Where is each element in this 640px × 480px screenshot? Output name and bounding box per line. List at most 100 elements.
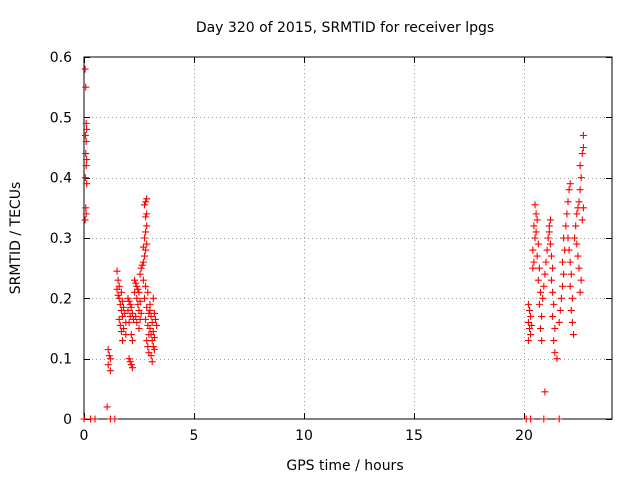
data-point (565, 246, 573, 254)
data-point (555, 415, 563, 423)
data-point (549, 288, 557, 296)
data-point (529, 264, 537, 272)
data-point (555, 318, 563, 326)
data-point (133, 318, 141, 326)
data-point (573, 210, 581, 218)
data-point (142, 198, 150, 206)
chart-title: Day 320 of 2015, SRMTID for receiver lpg… (196, 20, 494, 36)
data-point (144, 288, 152, 296)
data-point (143, 240, 151, 248)
x-tick-label: 5 (190, 428, 199, 444)
data-point (115, 315, 123, 323)
data-point (104, 346, 112, 354)
data-point (82, 162, 90, 170)
data-point (134, 300, 142, 308)
data-point (82, 137, 90, 145)
data-point (146, 325, 154, 332)
data-point (559, 258, 566, 266)
data-point (533, 252, 541, 260)
data-point (577, 174, 585, 182)
data-point (576, 186, 584, 194)
data-point (538, 312, 546, 320)
data-point (576, 162, 584, 170)
data-point (544, 234, 552, 242)
data-point (119, 337, 126, 345)
data-point (111, 415, 119, 423)
data-point (147, 312, 155, 320)
data-point (146, 306, 154, 314)
data-point (576, 288, 584, 296)
data-point (548, 276, 555, 284)
data-point (114, 291, 122, 299)
data-point (136, 270, 144, 278)
data-point (527, 312, 535, 320)
data-point (133, 294, 141, 302)
data-point (542, 258, 550, 266)
data-point (80, 415, 88, 423)
data-point (133, 282, 141, 290)
data-point (141, 201, 148, 209)
data-point (143, 222, 151, 230)
data-point (126, 300, 134, 308)
data-point (560, 270, 568, 278)
y-tick-label: 0.3 (50, 231, 72, 247)
data-point (147, 352, 155, 360)
data-point (91, 415, 99, 423)
data-point (578, 150, 586, 158)
data-point (575, 264, 583, 272)
data-point (142, 228, 150, 236)
data-point (82, 150, 90, 158)
axis-ticks (84, 57, 612, 420)
data-point (566, 180, 574, 188)
x-axis-tick-labels: 0 5 10 15 20 (80, 428, 533, 444)
y-tick-label: 0.4 (50, 171, 72, 187)
data-point (537, 288, 544, 296)
data-point (541, 270, 549, 278)
data-point (526, 325, 533, 332)
data-point (530, 222, 538, 230)
data-point (540, 415, 548, 423)
data-point (150, 346, 158, 354)
data-point (128, 364, 136, 372)
data-point (567, 306, 575, 314)
data-point (579, 131, 587, 139)
data-point (541, 388, 549, 396)
data-point (564, 198, 572, 206)
data-point (149, 294, 157, 302)
data-point (578, 216, 586, 224)
data-point (81, 65, 89, 73)
data-point (535, 264, 543, 272)
data-point (143, 210, 151, 218)
data-point (114, 276, 122, 284)
data-point (139, 258, 147, 266)
data-point (551, 325, 559, 332)
data-point (566, 258, 574, 266)
data-point (127, 303, 135, 311)
data-point (138, 261, 146, 269)
data-point (137, 309, 145, 317)
data-point (148, 318, 156, 326)
data-point (531, 234, 539, 242)
data-point (141, 234, 148, 242)
data-point (124, 294, 132, 302)
data-point (577, 276, 585, 284)
data-point (534, 276, 542, 284)
data-point (545, 228, 553, 236)
data-point (524, 337, 532, 345)
data-point (566, 282, 574, 290)
data-point (533, 216, 541, 224)
data-point (551, 349, 559, 357)
data-point (546, 240, 554, 248)
data-point (579, 204, 587, 212)
data-point (539, 294, 547, 302)
data-point (527, 415, 535, 423)
data-point (146, 300, 154, 308)
data-point (82, 83, 90, 91)
data-point (104, 361, 112, 369)
data-point (549, 312, 557, 320)
data-point (128, 337, 136, 345)
data-point (132, 312, 140, 320)
data-point (150, 309, 158, 317)
data-point (82, 119, 90, 127)
